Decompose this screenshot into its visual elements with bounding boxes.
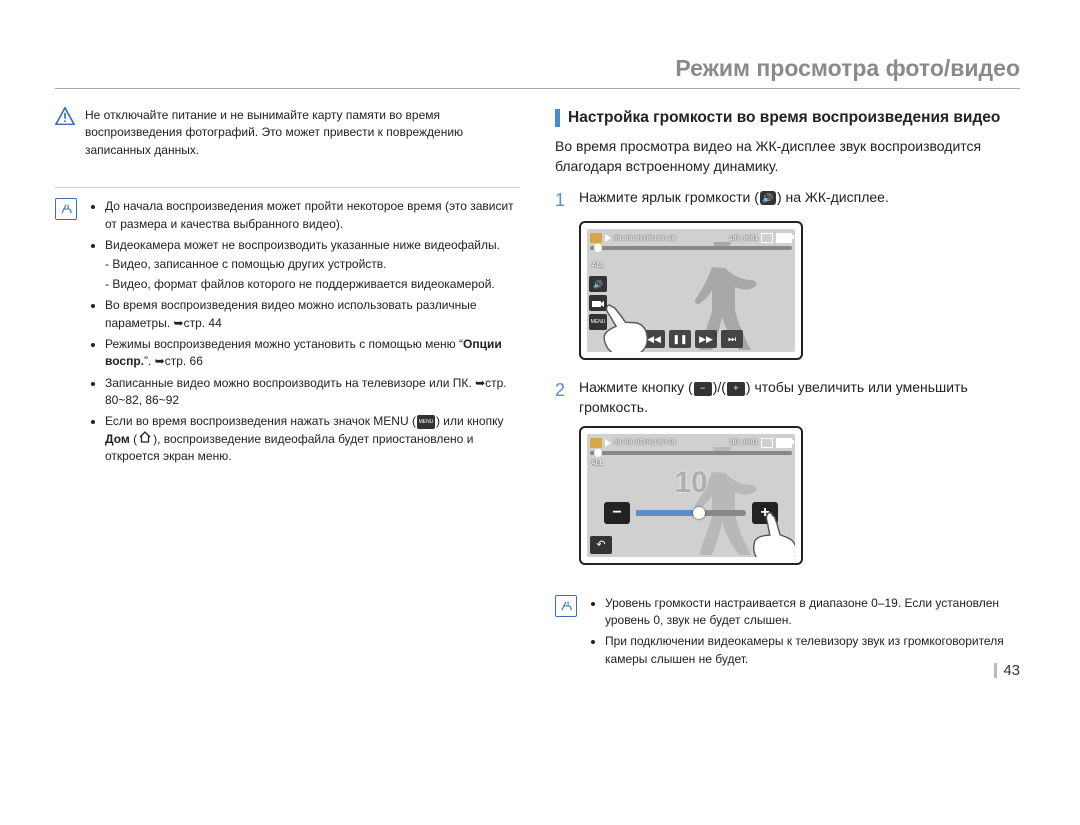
volume-value: 10: [587, 466, 795, 500]
lcd-topbar: 00:00:05/00:00:50 100_0001: [590, 437, 792, 449]
page-number: 43: [994, 663, 1020, 678]
note-item: Уровень громкости настраивается в диапаз…: [605, 595, 1020, 630]
note-item: Если во время воспроизведения нажать зна…: [105, 413, 520, 465]
page-title: Режим просмотра фото/видео: [55, 55, 1020, 89]
minus-icon: −: [694, 382, 712, 396]
clip-id: 100_0001: [729, 235, 758, 242]
note-item: Видеокамера может не воспроизводить указ…: [105, 237, 520, 293]
pointing-hand-icon: [745, 508, 795, 556]
forward-button[interactable]: ▶▶: [695, 330, 717, 348]
note-item: До начала воспроизведения может пройти н…: [105, 198, 520, 233]
progress-bar[interactable]: [590, 451, 792, 455]
battery-icon: [776, 438, 792, 448]
card-icon: [761, 438, 773, 448]
clip-id: 100_0001: [729, 439, 758, 446]
folder-icon: [590, 438, 602, 448]
pointing-hand-icon: [592, 297, 655, 353]
all-button[interactable]: ALL: [589, 257, 607, 273]
pause-button[interactable]: ❚❚: [669, 330, 691, 348]
step-1: 1 Нажмите ярлык громкости (🔊) на ЖК-дисп…: [555, 188, 1020, 213]
lcd-screenshot-1: 00:00:05/00:00:50 100_0001 ALL 🔊 MENU: [579, 221, 803, 360]
note-block: До начала воспроизведения может пройти н…: [55, 187, 520, 470]
bottom-note-list: Уровень громкости настраивается в диапаз…: [587, 595, 1020, 673]
timecode: 00:00:05/00:00:50: [614, 439, 675, 446]
speaker-icon: 🔊: [760, 191, 776, 205]
home-icon: [138, 431, 152, 448]
volume-button[interactable]: 🔊: [589, 276, 607, 292]
note-item: Записанные видео можно воспроизводить на…: [105, 375, 520, 410]
card-icon: [761, 233, 773, 243]
note-item: Во время воспроизведения видео можно исп…: [105, 297, 520, 332]
section-heading: Настройка громкости во время воспроизвед…: [555, 109, 1020, 127]
back-button[interactable]: ↶: [590, 536, 612, 554]
warning-text: Не отключайте питание и не вынимайте кар…: [85, 107, 520, 159]
progress-bar[interactable]: [590, 246, 792, 250]
note-icon: [555, 595, 577, 617]
section-intro: Во время просмотра видео на ЖК-дисплее з…: [555, 137, 1020, 176]
warning-block: Не отключайте питание и не вынимайте кар…: [55, 107, 520, 159]
warning-icon: [55, 107, 75, 125]
bottom-note-block: Уровень громкости настраивается в диапаз…: [555, 583, 1020, 673]
plus-icon: +: [727, 382, 745, 396]
menu-icon: MENU: [417, 415, 435, 429]
step-number: 2: [555, 378, 569, 417]
step-number: 1: [555, 188, 569, 213]
lcd-screenshot-2: 00:00:05/00:00:50 100_0001 ALL 10 −: [579, 426, 803, 565]
next-button[interactable]: ⏭: [721, 330, 743, 348]
volume-slider[interactable]: [636, 510, 746, 516]
note-icon: [55, 198, 77, 220]
note-item: Режимы воспроизведения можно установить …: [105, 336, 520, 371]
right-column: Настройка громкости во время воспроизвед…: [555, 107, 1020, 672]
lcd-topbar: 00:00:05/00:00:50 100_0001: [590, 232, 792, 244]
note-list: До начала воспроизведения может пройти н…: [87, 198, 520, 470]
left-column: Не отключайте питание и не вынимайте кар…: [55, 107, 520, 672]
folder-icon: [590, 233, 602, 243]
step-2: 2 Нажмите кнопку (−)/(+) чтобы увеличить…: [555, 378, 1020, 417]
volume-minus-button[interactable]: −: [604, 502, 630, 524]
note-item: При подключении видеокамеры к телевизору…: [605, 633, 1020, 668]
play-indicator-icon: [605, 234, 611, 242]
play-indicator-icon: [605, 439, 611, 447]
battery-icon: [776, 233, 792, 243]
timecode: 00:00:05/00:00:50: [614, 235, 675, 242]
